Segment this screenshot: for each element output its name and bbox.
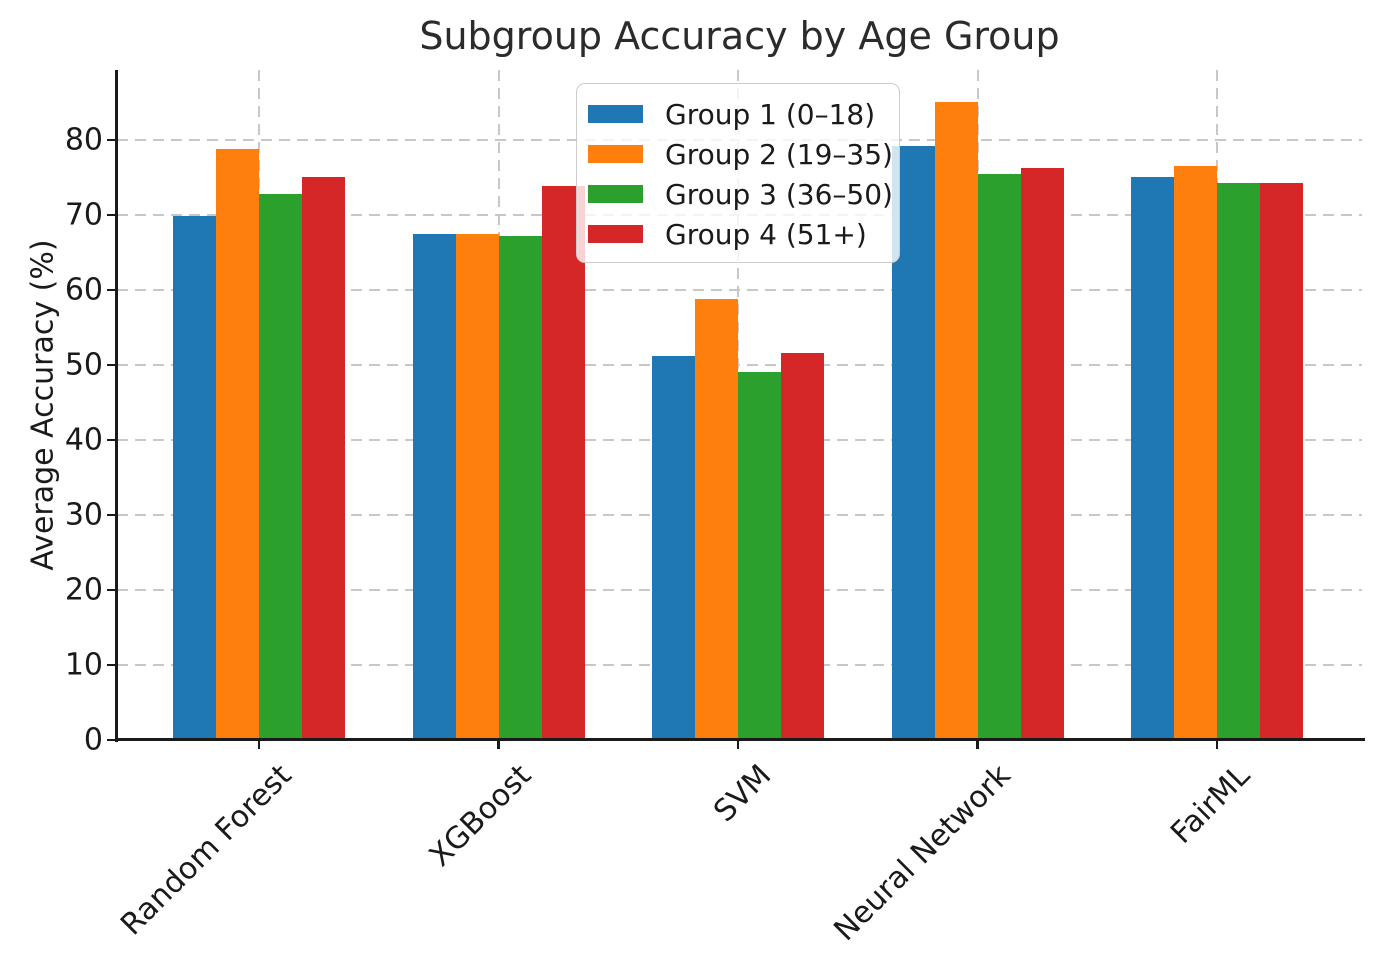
x-axis-spine [115,738,1365,741]
bar-random-forest-series-4 [302,177,345,740]
y-tick-10 [107,663,116,667]
legend-swatch-2 [588,145,643,163]
y-tick-30 [107,513,116,517]
x-tick-label-3: Neural Network [827,758,1018,949]
x-tick-label-2: SVM [706,758,778,830]
y-tick-label-20: 20 [64,572,103,608]
y-tick-label-70: 70 [64,197,103,233]
x-tick-label-4: FairML [1164,758,1257,851]
bar-xgboost-series-1 [412,233,456,740]
y-tick-80 [107,138,116,142]
bar-svm-series-3 [738,371,781,740]
bar-xgboost-series-2 [455,234,499,740]
y-tick-70 [107,213,116,217]
bar-random-forest-series-2 [216,148,259,740]
y-tick-40 [107,438,116,442]
bar-fairml-series-3 [1217,183,1260,740]
y-tick-0 [107,738,116,742]
bar-svm-series-2 [695,298,738,740]
x-tick-1 [497,740,500,749]
bar-neural-network-series-3 [977,173,1021,740]
bar-fairml-series-4 [1260,182,1303,740]
y-tick-label-0: 0 [83,722,103,758]
legend-swatch-4 [588,225,643,243]
bar-svm-series-4 [781,352,824,740]
legend-label-2: Group 2 (19–35) [665,137,893,171]
bar-fairml-series-2 [1174,166,1217,740]
bar-xgboost-series-3 [498,235,542,740]
plot-area: Group 1 (0–18) Group 2 (19–35) Group 3 (36… [65,70,1365,948]
gridline-y-50 [117,363,1362,366]
y-tick-label-40: 40 [64,422,103,458]
legend: Group 1 (0–18) Group 2 (19–35) Group 3 (36… [576,83,900,263]
legend-label-4: Group 4 (51+) [665,217,867,251]
chart-title: Subgroup Accuracy by Age Group [419,14,1060,58]
y-tick-label-10: 10 [64,647,103,683]
bar-neural-network-series-4 [1020,167,1064,740]
x-tick-0 [257,740,261,749]
y-axis-spine [115,70,118,742]
legend-item-1: Group 1 (0–18) [588,96,885,132]
bar-neural-network-series-2 [934,102,978,740]
y-axis-label: Average Accuracy (%) [25,239,61,571]
y-tick-label-30: 30 [64,497,103,533]
legend-swatch-3 [588,185,643,203]
bar-random-forest-series-3 [259,193,302,740]
bar-svm-series-1 [652,355,695,740]
x-tick-label-0: Random Forest [114,758,299,943]
y-tick-60 [107,288,116,292]
bar-fairml-series-1 [1131,177,1174,740]
x-tick-2 [736,740,740,749]
x-tick-3 [976,740,979,749]
legend-item-2: Group 2 (19–35) [588,136,893,172]
bar-xgboost-series-4 [541,186,585,740]
y-tick-20 [107,588,116,592]
legend-label-3: Group 3 (36–50) [665,177,893,211]
legend-item-4: Group 4 (51+) [588,216,885,252]
y-tick-50 [107,363,116,367]
legend-swatch-1 [588,105,643,123]
bar-random-forest-series-1 [173,215,216,740]
legend-item-3: Group 3 (36–50) [588,176,893,212]
x-tick-label-1: XGBoost [422,758,539,874]
legend-label-1: Group 1 (0–18) [665,97,876,131]
gridline-y-60 [117,288,1362,291]
x-tick-4 [1215,740,1219,749]
y-tick-label-60: 60 [64,272,103,308]
y-tick-label-80: 80 [64,122,103,158]
y-tick-label-50: 50 [64,347,103,383]
